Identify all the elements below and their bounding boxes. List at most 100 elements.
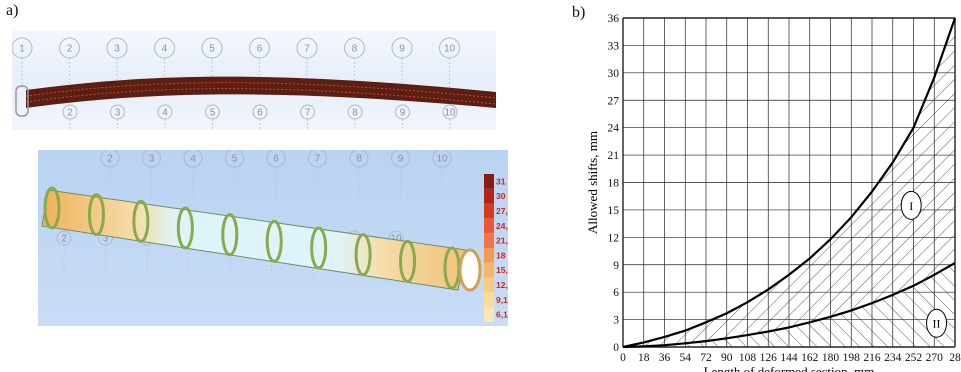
legend-color-swatch xyxy=(484,218,494,234)
series-line-I xyxy=(622,17,957,349)
legend-value: 18 xyxy=(496,250,506,260)
beam-rebar-line xyxy=(25,88,496,105)
legend-color-swatch xyxy=(484,248,494,263)
grid-bubble xyxy=(439,37,460,59)
grid-bubble xyxy=(100,150,120,168)
top-grid-axis-label: 2 xyxy=(67,44,73,55)
y-tick-label: 9 xyxy=(613,260,619,272)
top-grid-axis-lower-label: 4 xyxy=(162,108,168,119)
beam-model-figure: 1 2 3 4 5 6 7 8 9 10 2 3 4 5 6 7 8 9 10 xyxy=(12,30,496,130)
grid-bubble xyxy=(56,230,72,246)
grid-bubble xyxy=(205,104,220,120)
grid-bubble xyxy=(344,37,365,59)
zone-ii-hatched-area xyxy=(623,262,955,347)
pipe-ring xyxy=(132,199,150,243)
x-tick-label: 36 xyxy=(659,352,671,364)
top-grid-axis-lower-label: 3 xyxy=(115,108,121,119)
pipe-grid-axis-lower-label: 10 xyxy=(390,234,402,245)
top-grid-axis-label: 5 xyxy=(209,44,215,55)
y-tick-label: 15 xyxy=(608,205,620,217)
x-tick-label: 198 xyxy=(843,352,861,364)
legend-value: 30 xyxy=(496,191,506,201)
top-grid-axis-label: 10 xyxy=(444,44,456,55)
grid-bubble xyxy=(59,37,80,59)
grid-bubble xyxy=(391,150,410,168)
pipe-grid-axis-label: 4 xyxy=(190,154,196,165)
top-grid-axis-label: 1 xyxy=(19,44,25,55)
pipe-ring xyxy=(354,233,372,277)
legend-value: 21, xyxy=(496,236,508,246)
x-tick-label: 180 xyxy=(822,352,840,364)
legend-color-swatch xyxy=(484,262,494,278)
top-grid-axis-lower-label: 6 xyxy=(257,108,263,119)
pipe-grid-axis-label: 6 xyxy=(273,154,279,165)
y-tick-label: 12 xyxy=(608,232,620,244)
grid-bubble xyxy=(432,150,452,168)
x-tick-label: 72 xyxy=(700,352,712,364)
top-grid-axis-label: 4 xyxy=(162,44,168,55)
legend-color-swatch xyxy=(484,203,494,219)
top-grid-axis-label: 8 xyxy=(352,44,358,55)
legend-color-swatch xyxy=(484,307,494,322)
grid-bubble xyxy=(300,104,315,120)
pipe-ring xyxy=(399,239,417,283)
grid-bubble xyxy=(201,37,223,59)
x-tick-label: 270 xyxy=(926,352,944,364)
grid-bubble xyxy=(183,150,203,168)
legend-value: 24, xyxy=(496,221,508,231)
pipe-ring xyxy=(43,186,61,230)
series-label: I xyxy=(909,199,913,213)
x-tick-label: 252 xyxy=(905,352,923,364)
grid-bubble xyxy=(106,37,128,59)
y-tick-label: 33 xyxy=(608,40,620,52)
grid-bubble xyxy=(266,150,286,168)
top-grid-axis-label: 9 xyxy=(399,44,405,55)
x-tick-label: 234 xyxy=(884,352,902,364)
legend-color-swatch xyxy=(484,233,494,248)
grid-bubble xyxy=(142,150,161,168)
grid-bubble xyxy=(347,104,363,120)
y-tick-label: 30 xyxy=(608,68,620,80)
pipe-ring xyxy=(87,193,105,237)
y-tick-label: 21 xyxy=(608,150,620,162)
series-line-II xyxy=(622,261,956,349)
x-tick-label: 54 xyxy=(680,352,692,364)
pipe-end-opening xyxy=(458,248,482,292)
legend-value: 31 xyxy=(496,176,506,186)
legend-color-swatch xyxy=(484,292,494,308)
pipe-grid-axis-label: 5 xyxy=(232,154,238,165)
legend-value: 12, xyxy=(496,280,508,290)
legend-color-swatch xyxy=(484,188,494,204)
deformed-beam xyxy=(26,76,496,108)
grid-bubble xyxy=(154,37,175,59)
top-grid-axis-label: 6 xyxy=(257,44,263,55)
y-tick-label: 6 xyxy=(613,287,619,299)
pipe-grid-axis-label: 3 xyxy=(149,154,155,165)
y-tick-label: 36 xyxy=(608,13,620,25)
pipe-ring xyxy=(265,219,283,263)
pipe-grid-axis-label: 9 xyxy=(398,154,404,165)
legend-value: 6,1 xyxy=(496,310,508,320)
x-tick-label: 162 xyxy=(801,352,819,364)
x-tick-label: 126 xyxy=(760,352,778,364)
top-grid-axis-lower-label: 8 xyxy=(352,108,358,119)
legend-value: 15, xyxy=(496,265,508,275)
series-label-circle xyxy=(900,190,922,220)
legend-color-swatch xyxy=(484,174,494,189)
series-label-circle xyxy=(926,308,948,338)
y-tick-label: 0 xyxy=(613,342,619,354)
x-tick-label: 216 xyxy=(863,352,881,364)
x-tick-label: 108 xyxy=(739,352,757,364)
top-grid-axis-lower-label: 5 xyxy=(210,108,216,119)
legend-value: 27, xyxy=(496,206,508,216)
grid-bubble xyxy=(62,104,78,120)
legend-value: 9,1 xyxy=(496,295,508,305)
zone-i-hatched-area xyxy=(623,18,955,347)
grid-bubble xyxy=(391,37,413,59)
top-grid-axis-label: 7 xyxy=(304,44,310,55)
grid-bubble xyxy=(308,150,327,168)
legend-color-swatch xyxy=(484,277,494,293)
top-grid-axis-label: 3 xyxy=(114,44,120,55)
grid-bubble xyxy=(225,150,244,168)
allowed-shifts-chart: 0 18 36 54 72 90 108 126 144 162 180 198 216 234 252 27… xyxy=(585,13,961,372)
